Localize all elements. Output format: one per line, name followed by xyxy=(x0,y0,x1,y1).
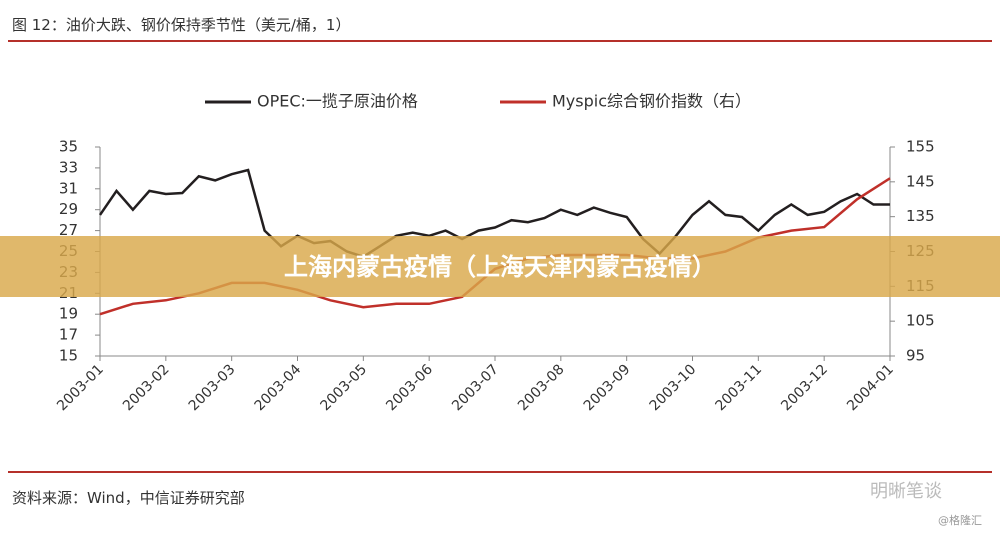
banner xyxy=(0,236,1000,297)
chart-title: 图 12：油价大跌、钢价保持季节性（美元/桶，1） xyxy=(12,16,350,34)
y-tick-label: 27 xyxy=(59,221,78,239)
y-tick-label: 15 xyxy=(59,347,78,365)
y-tick-label: 17 xyxy=(59,326,78,344)
y2-tick-label: 145 xyxy=(906,172,935,190)
watermark-credit: @格隆汇 xyxy=(938,513,982,527)
y2-tick-label: 135 xyxy=(906,207,935,225)
y-tick-label: 19 xyxy=(59,305,78,323)
watermark: 明晰笔谈 xyxy=(870,481,942,502)
banner-text: 上海内蒙古疫情（上海天津内蒙古疫情） xyxy=(284,253,716,281)
y-tick-label: 33 xyxy=(59,158,78,176)
series-line xyxy=(98,168,890,259)
legend-label: OPEC:一揽子原油价格 xyxy=(257,92,418,111)
y2-tick-label: 105 xyxy=(906,312,935,330)
y-tick-label: 35 xyxy=(59,138,78,156)
y-tick-label: 29 xyxy=(59,200,78,218)
y2-tick-label: 155 xyxy=(906,138,935,156)
y2-tick-label: 95 xyxy=(906,347,925,365)
source-note: 资料来源：Wind，中信证券研究部 xyxy=(12,489,245,507)
y-tick-label: 31 xyxy=(59,179,78,197)
legend-label: Myspic综合钢价指数（右） xyxy=(552,92,751,111)
